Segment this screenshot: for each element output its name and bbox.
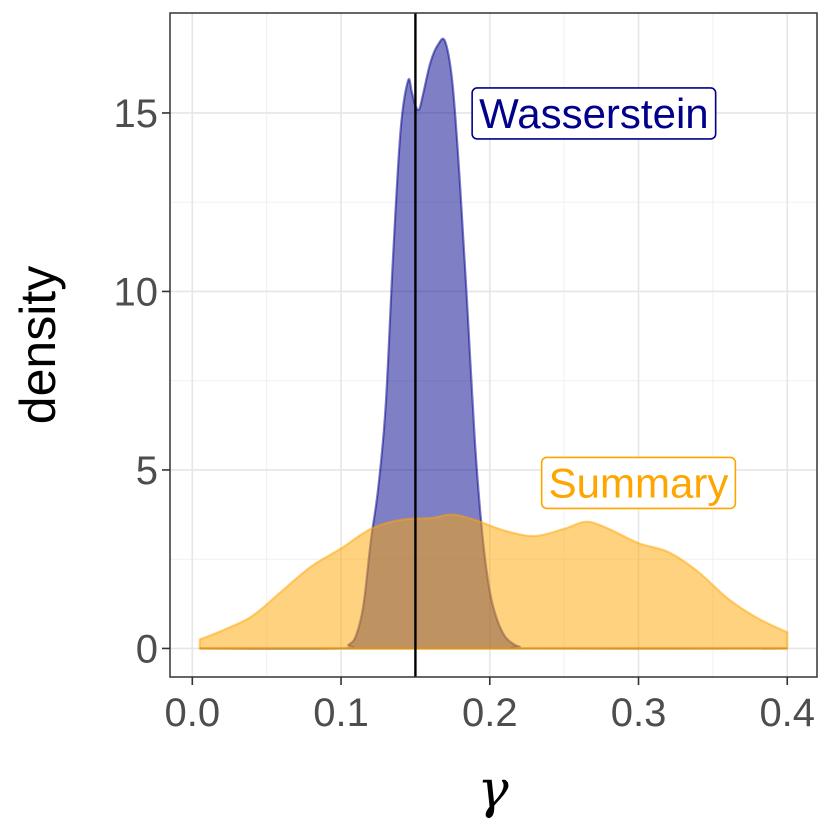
y-tick-label: 15 (114, 92, 159, 136)
y-axis: 0 5 10 15 (114, 92, 170, 671)
y-tick-label: 10 (114, 270, 159, 314)
y-tick-label: 5 (136, 449, 158, 493)
label-text: Summary (549, 459, 729, 506)
label-box (471, 87, 717, 140)
x-axis-title: γ (477, 760, 509, 820)
density-areas (198, 37, 789, 650)
x-tick-label: 0.0 (165, 691, 221, 735)
y-tick-label: 0 (136, 627, 158, 671)
x-axis: 0.0 0.1 0.2 0.3 0.4 (165, 677, 815, 735)
x-tick-label: 0.2 (462, 691, 518, 735)
y-axis-title: density (10, 266, 66, 424)
label-box (540, 456, 737, 510)
series-labels: Wasserstein Summary (471, 87, 737, 510)
wasserstein-label: Wasserstein (471, 87, 717, 140)
x-tick-label: 0.4 (759, 691, 815, 735)
label-text: Wasserstein (479, 90, 709, 137)
x-tick-label: 0.1 (313, 691, 369, 735)
x-tick-label: 0.3 (611, 691, 667, 735)
summary-density-area (198, 513, 789, 650)
summary-label: Summary (540, 456, 737, 510)
panel-border (169, 12, 818, 678)
